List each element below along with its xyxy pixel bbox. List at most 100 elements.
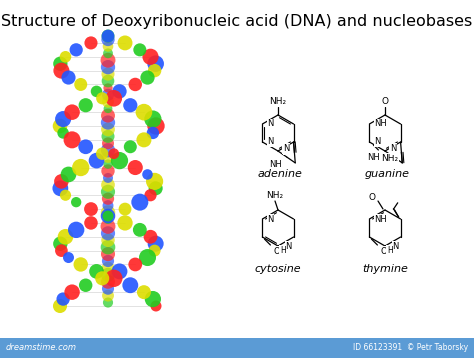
Point xyxy=(104,217,112,222)
Point xyxy=(127,144,134,150)
Text: guanine: guanine xyxy=(365,169,410,179)
Point xyxy=(56,123,64,129)
Text: N: N xyxy=(283,144,290,153)
Point xyxy=(56,185,64,191)
Text: O: O xyxy=(369,193,376,202)
Text: dreamstime.com: dreamstime.com xyxy=(6,343,77,353)
Text: N: N xyxy=(374,137,381,146)
Point xyxy=(73,199,80,205)
Point xyxy=(104,189,112,195)
Point xyxy=(68,109,76,115)
Point xyxy=(140,137,148,143)
Point xyxy=(104,71,112,77)
Text: NH: NH xyxy=(374,120,387,129)
Point xyxy=(104,213,112,219)
Text: H: H xyxy=(280,246,286,255)
Point xyxy=(116,268,123,274)
Text: NH₂: NH₂ xyxy=(269,97,287,106)
Point xyxy=(152,185,159,191)
Point xyxy=(73,47,80,53)
Point xyxy=(149,296,157,302)
Point xyxy=(110,151,118,156)
Point xyxy=(56,61,64,67)
Point xyxy=(104,251,112,257)
Point xyxy=(62,54,69,60)
Point xyxy=(116,158,123,164)
Text: NH₂: NH₂ xyxy=(266,190,283,199)
Point xyxy=(104,120,112,125)
Point xyxy=(99,275,106,281)
Text: O: O xyxy=(273,247,280,256)
Point xyxy=(58,179,65,184)
Point xyxy=(99,151,106,156)
Point xyxy=(104,147,112,153)
Point xyxy=(59,130,67,136)
Point xyxy=(131,262,139,267)
Point xyxy=(104,33,112,39)
Point xyxy=(104,231,112,236)
Text: N: N xyxy=(267,137,274,146)
Point xyxy=(104,50,112,56)
Point xyxy=(104,92,112,98)
Point xyxy=(99,96,106,101)
Point xyxy=(104,293,112,299)
Point xyxy=(147,54,155,60)
Point xyxy=(136,47,144,53)
Point xyxy=(62,234,69,240)
Point xyxy=(152,61,159,67)
Point xyxy=(147,192,155,198)
Text: NH: NH xyxy=(374,214,387,223)
Point xyxy=(140,289,148,295)
Text: N: N xyxy=(390,145,397,154)
Point xyxy=(65,75,73,81)
Point xyxy=(104,154,112,160)
Point xyxy=(127,102,134,108)
Text: NH: NH xyxy=(269,160,282,169)
Point xyxy=(104,223,112,229)
Point xyxy=(104,286,112,291)
Point xyxy=(104,33,112,39)
Point xyxy=(104,182,112,188)
Point xyxy=(87,40,95,46)
Point xyxy=(104,168,112,174)
Point xyxy=(144,171,151,177)
Point xyxy=(131,82,139,87)
Text: thymine: thymine xyxy=(362,264,408,274)
Point xyxy=(104,213,112,219)
Point xyxy=(104,134,112,139)
Point xyxy=(136,199,144,205)
Text: N: N xyxy=(267,214,274,223)
Point xyxy=(65,171,73,177)
Point xyxy=(149,130,157,136)
Text: cytosine: cytosine xyxy=(255,264,301,274)
Point xyxy=(110,96,118,101)
Point xyxy=(127,282,134,288)
Point xyxy=(77,82,84,87)
Point xyxy=(104,272,112,278)
Point xyxy=(82,144,90,150)
Point xyxy=(104,106,112,112)
Point xyxy=(152,241,159,247)
Point xyxy=(121,206,129,212)
Point xyxy=(56,241,64,247)
Point xyxy=(121,220,129,226)
Point xyxy=(87,220,95,226)
Point xyxy=(104,161,112,167)
Point xyxy=(104,85,112,91)
Point xyxy=(104,265,112,271)
Point xyxy=(151,248,158,253)
Point xyxy=(59,296,67,302)
Point xyxy=(136,227,144,233)
Point xyxy=(104,44,112,49)
Point xyxy=(149,116,157,122)
Point xyxy=(58,68,65,73)
Point xyxy=(87,206,95,212)
Point xyxy=(68,137,76,143)
Point xyxy=(104,175,112,181)
Point xyxy=(104,64,112,70)
FancyBboxPatch shape xyxy=(0,338,474,358)
Point xyxy=(152,123,160,129)
Text: Structure of Deoxyribonucleic acid (DNA) and nucleobases: Structure of Deoxyribonucleic acid (DNA)… xyxy=(1,14,473,29)
Text: N: N xyxy=(267,120,274,129)
Text: ID 66123391  © Petr Taborsky: ID 66123391 © Petr Taborsky xyxy=(353,343,468,353)
